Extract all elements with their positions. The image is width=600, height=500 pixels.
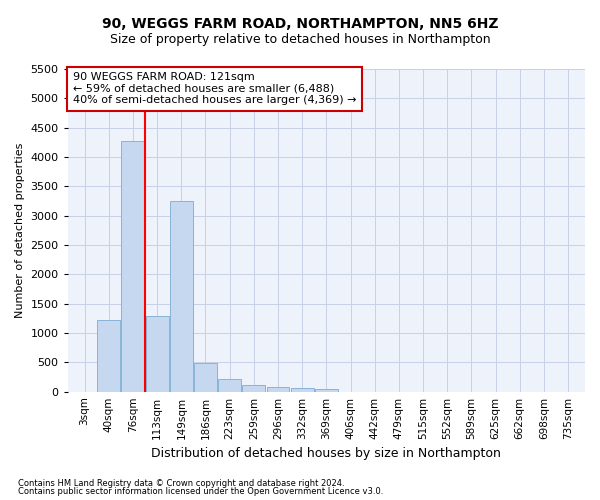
Bar xyxy=(218,380,241,392)
Text: 90, WEGGS FARM ROAD, NORTHAMPTON, NN5 6HZ: 90, WEGGS FARM ROAD, NORTHAMPTON, NN5 6H… xyxy=(102,18,498,32)
Bar xyxy=(315,388,338,392)
Bar xyxy=(97,320,120,392)
Bar xyxy=(290,388,314,392)
Bar xyxy=(242,385,265,392)
Y-axis label: Number of detached properties: Number of detached properties xyxy=(15,142,25,318)
Bar xyxy=(146,316,169,392)
Bar xyxy=(170,201,193,392)
Bar xyxy=(121,141,145,392)
Text: Contains HM Land Registry data © Crown copyright and database right 2024.: Contains HM Land Registry data © Crown c… xyxy=(18,478,344,488)
Bar xyxy=(194,363,217,392)
Text: 90 WEGGS FARM ROAD: 121sqm
← 59% of detached houses are smaller (6,488)
40% of s: 90 WEGGS FARM ROAD: 121sqm ← 59% of deta… xyxy=(73,72,356,106)
Bar xyxy=(266,387,289,392)
Text: Size of property relative to detached houses in Northampton: Size of property relative to detached ho… xyxy=(110,32,490,46)
Text: Contains public sector information licensed under the Open Government Licence v3: Contains public sector information licen… xyxy=(18,487,383,496)
X-axis label: Distribution of detached houses by size in Northampton: Distribution of detached houses by size … xyxy=(151,447,501,460)
